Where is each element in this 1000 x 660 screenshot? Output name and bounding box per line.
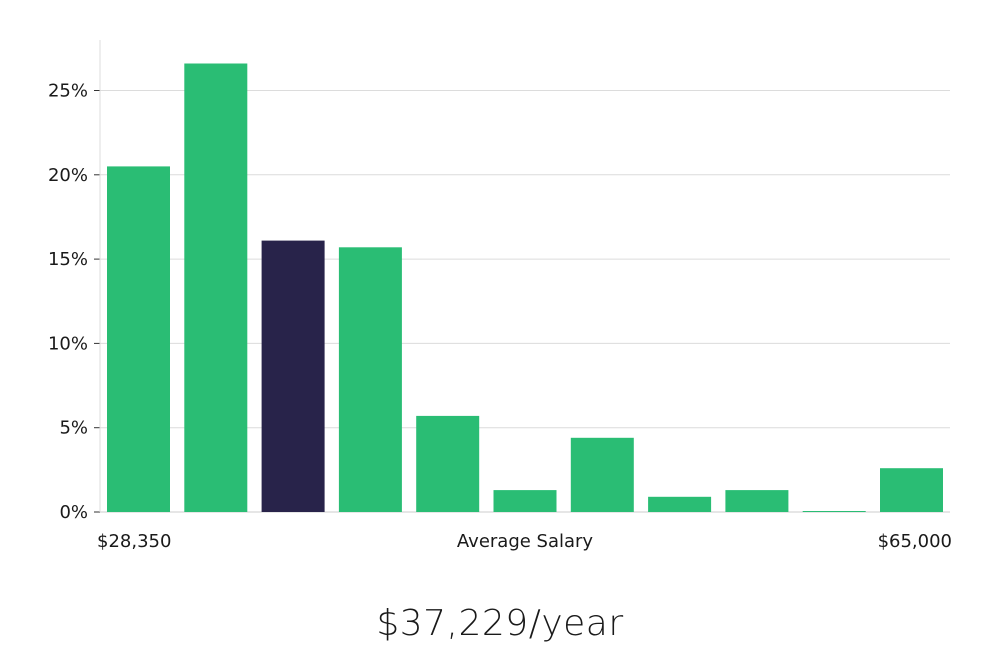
x-axis-min-label: $28,350 — [97, 531, 171, 552]
y-tick-label: 15% — [48, 249, 88, 270]
y-tick-label: 0% — [59, 502, 88, 523]
bar-highlighted[interactable] — [261, 240, 325, 512]
x-axis-max-label: $65,000 — [878, 531, 952, 552]
bar[interactable] — [493, 490, 557, 512]
y-tick-label: 25% — [48, 81, 88, 102]
x-axis-title: Average Salary — [457, 531, 594, 552]
bar[interactable] — [570, 437, 634, 512]
bar[interactable] — [725, 490, 789, 512]
y-axis-ticks: 0% 5% 10% 15% 20% 25% — [48, 81, 100, 523]
bar[interactable] — [107, 166, 170, 512]
bar[interactable] — [802, 511, 866, 512]
bar[interactable] — [648, 496, 712, 512]
y-tick-label: 5% — [59, 418, 88, 439]
bars — [107, 63, 943, 513]
bar[interactable] — [880, 468, 943, 512]
y-tick-label: 10% — [48, 333, 88, 354]
bar[interactable] — [338, 247, 402, 513]
average-salary-headline: $37,229/year — [376, 603, 624, 644]
y-tick-label: 20% — [48, 165, 88, 186]
bar[interactable] — [416, 415, 480, 512]
bar[interactable] — [184, 63, 248, 513]
salary-histogram: 0%5%10%15%20%25% $28,350 Average Salary … — [48, 40, 952, 552]
